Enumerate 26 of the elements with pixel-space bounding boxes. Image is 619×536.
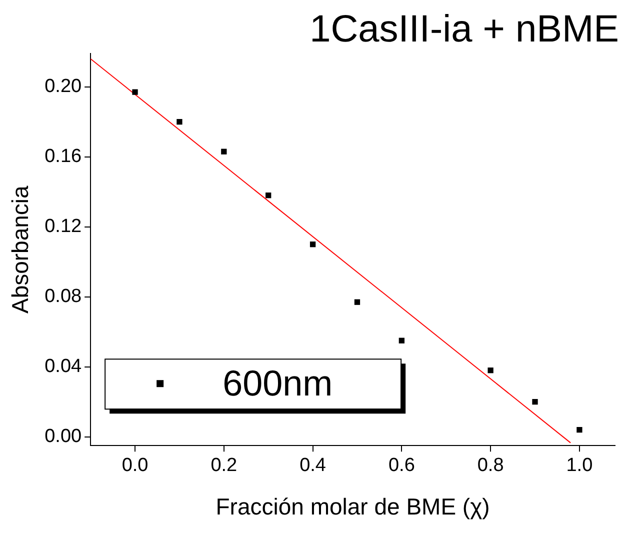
point bbox=[176, 119, 182, 125]
y-tick-label: 0.00 bbox=[44, 426, 82, 448]
x-axis-title: Fracción molar de BME (χ) bbox=[216, 494, 490, 520]
point bbox=[221, 148, 227, 154]
point bbox=[132, 89, 138, 95]
y-axis-title: Absorbancia bbox=[7, 185, 34, 314]
point bbox=[354, 299, 360, 305]
point bbox=[576, 427, 582, 433]
chart-title: 1CasIII-ia + nBME bbox=[310, 8, 619, 50]
point bbox=[532, 399, 538, 405]
x-tick-label: 0.2 bbox=[210, 455, 238, 476]
y-tick-label: 0.12 bbox=[44, 216, 82, 238]
x-tick-label: 0.6 bbox=[388, 455, 415, 476]
legend-label: 600nm bbox=[222, 362, 333, 404]
point bbox=[266, 192, 272, 198]
y-tick-label: 0.04 bbox=[44, 356, 82, 378]
point bbox=[310, 242, 316, 248]
y-tick-label: 0.20 bbox=[44, 76, 82, 98]
y-tick-label: 0.16 bbox=[44, 146, 82, 168]
x-tick-label: 1.0 bbox=[566, 455, 593, 476]
point bbox=[398, 338, 405, 344]
x-tick-label: 0.0 bbox=[122, 455, 148, 476]
x-tick-label: 0.8 bbox=[477, 455, 504, 476]
y-tick-label: 0.08 bbox=[44, 286, 82, 308]
point bbox=[488, 368, 494, 374]
x-tick-label: 0.4 bbox=[300, 455, 326, 476]
